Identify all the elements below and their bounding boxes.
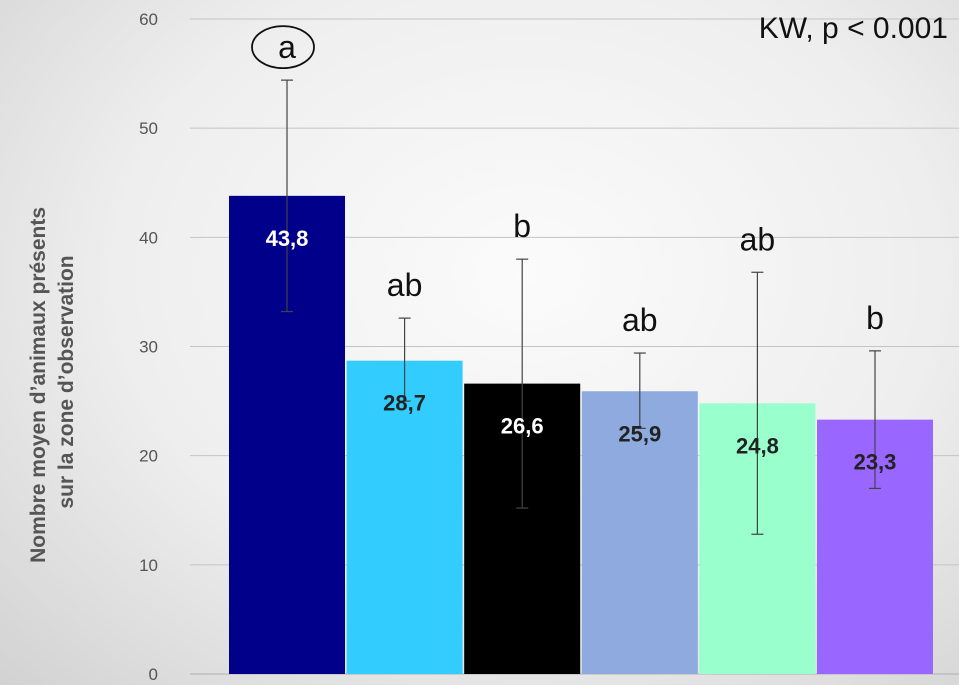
data-label: 26,6 — [501, 414, 544, 439]
y-tick-label: 10 — [139, 556, 158, 575]
data-label: 43,8 — [266, 226, 309, 251]
y-tick-label: 0 — [149, 665, 158, 684]
significance-letter: b — [513, 208, 531, 244]
y-tick-label: 40 — [139, 228, 158, 247]
significance-letter: ab — [740, 221, 776, 257]
y-tick-label: 30 — [139, 338, 158, 357]
significance-letter: ab — [622, 302, 658, 338]
significance-letter: b — [866, 300, 884, 336]
y-tick-label: 50 — [139, 119, 158, 138]
y-tick-label: 60 — [139, 10, 158, 29]
bar — [346, 360, 463, 674]
data-label: 23,3 — [854, 450, 897, 475]
data-labels: 43,8 28,7 26,6 25,9 24,8 23,3 — [266, 226, 897, 475]
significance-letter: a — [278, 29, 296, 65]
data-label: 24,8 — [736, 433, 779, 458]
bars — [229, 195, 933, 674]
y-axis-label-line-1: Nombre moyen d’animaux présents — [27, 207, 50, 563]
bar — [581, 391, 698, 674]
data-label: 28,7 — [383, 391, 426, 416]
error-bars — [281, 79, 881, 535]
significance-circle — [251, 25, 315, 70]
significance-letter: ab — [387, 267, 423, 303]
data-label: 25,9 — [618, 421, 661, 446]
y-tick-label: 20 — [139, 447, 158, 466]
y-axis-label: Nombre moyen d’animaux présents sur la z… — [27, 201, 78, 563]
significance-labels: a ab b ab ab b — [251, 25, 884, 338]
y-tick-labels: 0 10 20 30 40 50 60 — [139, 10, 158, 684]
y-axis-label-line-2: sur la zone d’observation — [55, 255, 78, 508]
stat-annotation: KW, p < 0.001 — [759, 12, 948, 45]
